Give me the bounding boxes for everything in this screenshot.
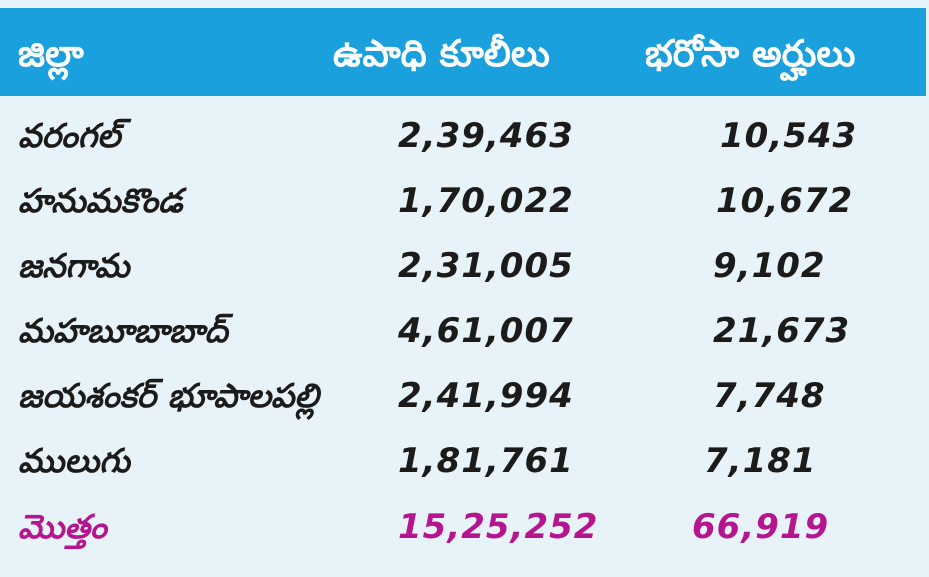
total-row: మొత్తం 15,25,252 66,919 [0,497,926,557]
table-row: జయశంకర్ భూపాలపల్లి 2,41,994 7,748 [0,366,926,426]
district-name: హనుమకొండ [18,181,183,220]
district-name: జనగామ [18,246,130,285]
table-header: జిల్లా ఉపాధి కూలీలు భరోసా అర్హులు [0,8,926,96]
table-row: జనగామ 2,31,005 9,102 [0,236,926,296]
table-row: వరంగల్ 2,39,463 10,543 [0,106,926,166]
total-eligible: 66,919 [692,507,830,547]
workers-count: 2,31,005 [398,246,574,286]
workers-count: 2,39,463 [398,116,574,156]
district-name: జయశంకర్ భూపాలపల్లి [18,376,319,415]
eligible-count: 9,102 [713,246,826,286]
total-label: మొత్తం [18,507,107,546]
eligible-count: 10,672 [716,181,854,221]
eligible-count: 7,181 [704,441,817,481]
eligible-count: 10,543 [720,116,858,156]
table-row: హనుమకొండ 1,70,022 10,672 [0,171,926,231]
district-name: ములుగు [18,441,130,480]
district-name: మహబూబాబాద్ [18,311,228,350]
workers-count: 2,41,994 [398,376,574,416]
eligible-count: 21,673 [713,311,851,351]
workers-count: 4,61,007 [398,311,574,351]
workers-count: 1,70,022 [398,181,574,221]
header-workers: ఉపాధి కూలీలు [333,32,550,75]
workers-count: 1,81,761 [398,441,574,481]
table-row: ములుగు 1,81,761 7,181 [0,431,926,491]
header-district: జిల్లా [18,32,84,75]
table-row: మహబూబాబాద్ 4,61,007 21,673 [0,301,926,361]
total-workers: 15,25,252 [398,507,599,547]
header-eligible: భరోసా అర్హులు [645,32,856,75]
eligible-count: 7,748 [713,376,826,416]
district-name: వరంగల్ [18,116,121,155]
